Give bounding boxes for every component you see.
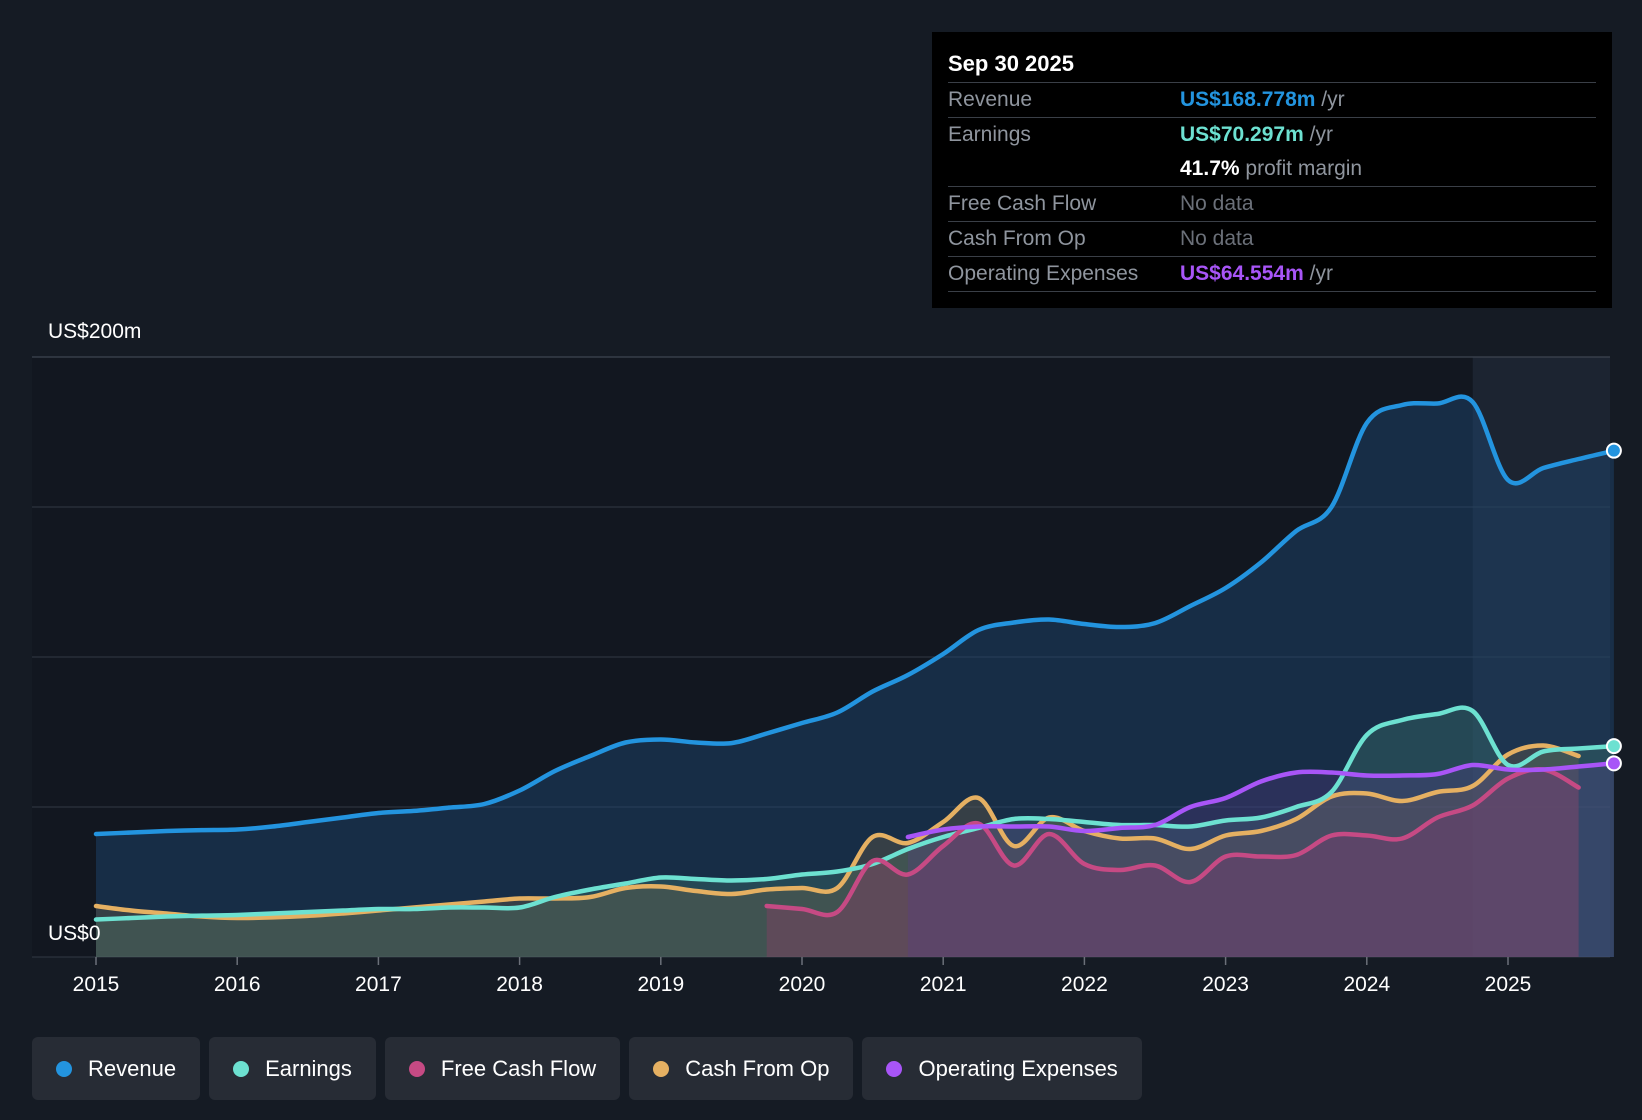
tooltip-earnings-label: Earnings	[948, 123, 1031, 146]
legend-item-cfo[interactable]: Cash From Op	[629, 1037, 854, 1100]
line-cfo	[93, 743, 1581, 921]
tooltip-earnings-unit: /yr	[1309, 123, 1333, 146]
legend-item-opex[interactable]: Operating Expenses	[862, 1037, 1142, 1100]
legend-item-earnings[interactable]: Earnings	[209, 1037, 376, 1100]
tooltip-row-fcf: Free Cash Flow No data	[948, 187, 1596, 222]
end-marker-earnings[interactable]	[1605, 738, 1622, 755]
tooltip-opex-value: US$64.554m	[1180, 262, 1304, 285]
legend-item-fcf[interactable]: Free Cash Flow	[384, 1037, 621, 1100]
end-markers	[1605, 442, 1622, 772]
x-tick-label: 2023	[1202, 973, 1249, 996]
line-fcf	[764, 766, 1581, 918]
legend: Revenue Earnings Free Cash Flow Cash Fro…	[32, 1037, 1142, 1100]
line-opex	[905, 761, 1617, 840]
tooltip-cfo-value: No data	[1180, 227, 1254, 250]
x-tick-label: 2024	[1343, 973, 1390, 996]
tooltip-date: Sep 30 2025	[948, 46, 1596, 83]
end-marker-revenue[interactable]	[1605, 442, 1622, 459]
tooltip-opex-label: Operating Expenses	[948, 262, 1139, 285]
tooltip-row-margin: 41.7% profit margin	[948, 152, 1596, 187]
line-revenue	[93, 394, 1617, 837]
end-marker-opex[interactable]	[1605, 755, 1622, 772]
legend-label-cfo: Cash From Op	[685, 1055, 830, 1081]
x-tick-label: 2015	[73, 973, 120, 996]
tooltip-revenue-label: Revenue	[948, 88, 1033, 111]
y-axis-bottom-label: US$0	[48, 922, 101, 945]
y-axis-top-label: US$200m	[48, 320, 142, 343]
tooltip-fcf-value: No data	[1180, 192, 1254, 215]
fcf-dot-icon	[408, 1060, 425, 1077]
area-earnings	[96, 707, 1614, 957]
tooltip-row-opex: Operating Expenses US$64.554m /yr	[948, 257, 1596, 292]
area-fcf	[766, 769, 1579, 957]
series-lines	[93, 394, 1617, 922]
legend-label-fcf: Free Cash Flow	[440, 1055, 597, 1081]
tooltip-margin-text: profit margin	[1245, 157, 1363, 180]
opex-dot-icon	[886, 1060, 903, 1077]
x-tick-label: 2020	[779, 973, 826, 996]
x-tick-label: 2021	[920, 973, 967, 996]
x-tick-label: 2016	[214, 973, 261, 996]
tooltip-margin-value: 41.7%	[1180, 157, 1240, 180]
tooltip-fcf-label: Free Cash Flow	[948, 192, 1097, 215]
x-tick-label: 2018	[496, 973, 543, 996]
revenue-dot-icon	[56, 1060, 72, 1077]
x-tick-label: 2019	[637, 973, 684, 996]
x-tick-label: 2025	[1485, 973, 1532, 996]
tooltip-revenue-unit: /yr	[1321, 88, 1345, 111]
x-tick-label: 2022	[1061, 973, 1108, 996]
tooltip-earnings-value: US$70.297m	[1180, 123, 1304, 146]
line-earnings	[93, 705, 1617, 922]
legend-label-earnings: Earnings	[265, 1055, 352, 1081]
x-tick-label: 2017	[355, 973, 402, 996]
cfo-dot-icon	[653, 1060, 670, 1077]
tooltip-opex-unit: /yr	[1309, 262, 1333, 285]
tooltip: Sep 30 2025 Revenue US$168.778m /yr Earn…	[932, 32, 1612, 308]
tooltip-row-earnings: Earnings US$70.297m /yr	[948, 117, 1596, 152]
legend-item-revenue[interactable]: Revenue	[32, 1037, 201, 1100]
legend-label-opex: Operating Expenses	[918, 1055, 1118, 1081]
tooltip-row-cfo: Cash From Op No data	[948, 222, 1596, 257]
area-opex	[907, 763, 1614, 957]
earnings-dot-icon	[233, 1060, 250, 1077]
area-revenue	[96, 396, 1614, 957]
x-axis: 2015 2016 2017 2018 2019 2020 2021 2022 2023 2024…	[73, 957, 1532, 996]
legend-label-revenue: Revenue	[88, 1055, 177, 1081]
tooltip-cfo-label: Cash From Op	[948, 227, 1086, 250]
tooltip-row-revenue: Revenue US$168.778m /yr	[948, 83, 1596, 117]
tooltip-revenue-value: US$168.778m	[1180, 88, 1316, 111]
